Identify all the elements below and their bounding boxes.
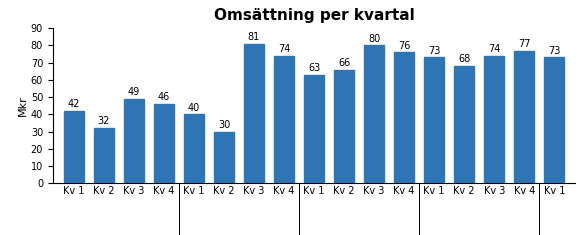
Text: 80: 80 <box>368 34 380 44</box>
Bar <box>244 44 264 183</box>
Text: 42: 42 <box>68 99 80 109</box>
Bar <box>124 99 144 183</box>
Bar <box>545 58 564 183</box>
Y-axis label: Mkr: Mkr <box>18 95 28 116</box>
Bar <box>304 75 324 183</box>
Text: 68: 68 <box>458 54 470 64</box>
Bar <box>184 114 204 183</box>
Text: 46: 46 <box>158 92 170 102</box>
Text: 73: 73 <box>428 46 440 56</box>
Text: 40: 40 <box>188 103 200 113</box>
Text: 74: 74 <box>278 44 290 54</box>
Bar <box>514 51 534 183</box>
Text: 73: 73 <box>548 46 561 56</box>
Title: Omsättning per kvartal: Omsättning per kvartal <box>214 8 414 23</box>
Bar <box>484 56 504 183</box>
Bar <box>94 128 114 183</box>
Bar <box>64 111 83 183</box>
Bar <box>424 58 444 183</box>
Text: 30: 30 <box>218 120 230 130</box>
Text: 63: 63 <box>308 63 320 73</box>
Bar <box>454 66 474 183</box>
Text: 77: 77 <box>518 39 531 49</box>
Bar <box>274 56 294 183</box>
Bar <box>154 104 174 183</box>
Text: 32: 32 <box>97 116 110 126</box>
Bar <box>214 132 234 183</box>
Text: 76: 76 <box>398 41 410 51</box>
Bar <box>335 70 354 183</box>
Text: 81: 81 <box>248 32 260 42</box>
Text: 49: 49 <box>128 87 140 97</box>
Text: 74: 74 <box>488 44 500 54</box>
Bar <box>394 52 414 183</box>
Text: 66: 66 <box>338 58 350 68</box>
Bar <box>365 45 384 183</box>
